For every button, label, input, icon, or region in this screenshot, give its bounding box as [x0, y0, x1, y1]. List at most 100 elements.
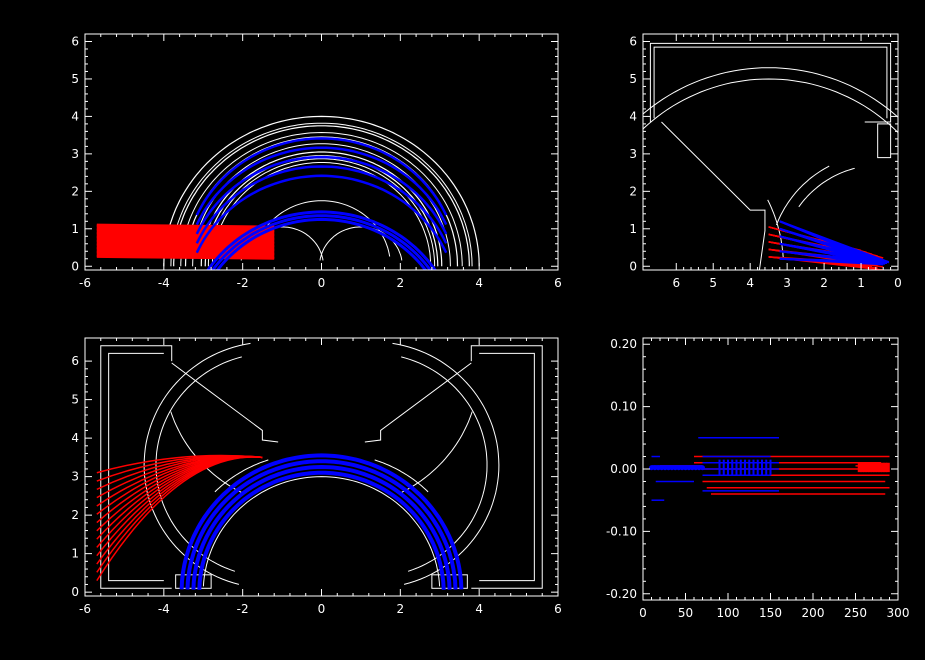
red-beam: [96, 238, 275, 243]
red-marker: [865, 462, 870, 473]
x-tick-label: 0: [318, 276, 326, 290]
x-tick-label: 300: [887, 606, 910, 620]
red-marker: [878, 462, 883, 473]
red-beam: [96, 454, 263, 474]
structure-wall: [364, 362, 472, 443]
y-tick-label: 5: [71, 72, 79, 86]
y-tick-label: 0.00: [610, 462, 637, 476]
red-marker: [862, 462, 867, 473]
y-tick-label: 0.10: [610, 400, 637, 414]
structure-arc: [143, 342, 251, 585]
blue-beam-arc: [195, 137, 448, 216]
panel-top-right: 6 5 4 3 2 1 0 0 1 2 3 4 5 6: [629, 33, 902, 290]
x-tick-label: 250: [844, 606, 867, 620]
structure-arc: [202, 476, 441, 587]
blue-marker: [700, 465, 705, 471]
x-tick-label: 150: [759, 606, 782, 620]
red-marker: [857, 462, 862, 473]
blue-beam-arc: [206, 210, 437, 270]
blue-beam: [779, 250, 889, 264]
structure-arc: [200, 151, 443, 267]
panel-bottom-left: -6 -4 -2 0 2 4 6 0 1 2 3 4 5 6: [71, 337, 562, 616]
y-tick-label: 0: [71, 585, 79, 599]
plot-frame: [642, 33, 899, 271]
structure-port: [877, 123, 892, 159]
structure-curve: [775, 165, 830, 226]
structure-curve: [374, 459, 429, 493]
x-tick-label: -4: [158, 602, 170, 616]
x-tick-label: -6: [79, 602, 91, 616]
y-tick-label: 5: [71, 393, 79, 407]
structure-arc: [401, 356, 488, 572]
x-tick-label: 0: [318, 602, 326, 616]
x-tick-label: 2: [397, 602, 405, 616]
structure-arc: [163, 115, 480, 267]
structure-frame-inner: [108, 352, 164, 582]
structure-arc: [180, 131, 463, 267]
structure-frame: [470, 345, 543, 589]
plot-area: [96, 342, 543, 590]
panel-top-left: -6 -4 -2 0 2 4 6 0 1 2 3 4 5 6: [71, 33, 562, 290]
x-tick-label: -4: [158, 276, 170, 290]
blue-beam-arc: [197, 470, 446, 590]
x-tick-label: 4: [475, 276, 483, 290]
blue-beam: [779, 242, 889, 264]
x-tick-label: 6: [672, 276, 680, 290]
x-tick-label: -6: [79, 276, 91, 290]
y-tick-label: 4: [71, 109, 79, 123]
y-tick-label: 3: [71, 470, 79, 484]
structure-arc: [643, 78, 898, 134]
red-marker: [880, 462, 885, 473]
blue-beam-arc: [210, 214, 433, 270]
structure-arc: [211, 162, 432, 267]
structure-box-inner: [653, 46, 888, 119]
red-marker: [860, 462, 865, 473]
red-beam: [96, 253, 275, 258]
blue-beam-arc: [185, 459, 458, 590]
blue-beam: [779, 257, 889, 264]
blue-beam-arc: [191, 464, 452, 590]
structure-curve: [214, 459, 269, 493]
blue-beam-arc: [215, 217, 428, 270]
structure-box: [649, 42, 892, 123]
blue-beam-arc: [195, 174, 448, 254]
red-marker: [873, 462, 878, 473]
x-tick-label: 200: [802, 606, 825, 620]
x-tick-label: 2: [820, 276, 828, 290]
plot-area: [643, 42, 898, 270]
structure-arc: [192, 143, 451, 267]
y-tick-label: -0.10: [606, 524, 637, 538]
y-tick-label: 3: [629, 147, 637, 161]
red-beam: [96, 227, 275, 232]
x-tick-label: 6: [554, 602, 562, 616]
blue-beam-arc: [179, 453, 464, 590]
structure-arc: [392, 342, 500, 585]
structure-arc: [173, 125, 470, 267]
y-tick-label: 6: [71, 34, 79, 48]
structure-arc: [170, 122, 473, 267]
y-tick-label: -0.20: [606, 587, 637, 601]
y-tick-label: 5: [629, 72, 637, 86]
red-marker: [883, 462, 888, 473]
structure-wall: [661, 121, 766, 270]
blue-beam-arc: [195, 165, 448, 244]
structure-frame-inner: [479, 352, 535, 582]
structure-wall: [171, 362, 279, 443]
structure-frame: [100, 345, 173, 589]
panel-bottom-right: 0 50 100 150 200 250 300 -0.20 -0.10 0.00 0.10 0.20: [606, 337, 910, 620]
plot-area: [649, 437, 890, 501]
y-tick-label: 2: [71, 508, 79, 522]
y-tick-label: 2: [629, 184, 637, 198]
red-marker: [867, 462, 872, 473]
x-tick-label: 0: [894, 276, 902, 290]
y-tick-label: 4: [71, 431, 79, 445]
structure-arc: [204, 155, 439, 267]
red-marker: [885, 462, 890, 473]
y-tick-label: 1: [71, 547, 79, 561]
y-tick-label: 1: [629, 222, 637, 236]
y-tick-label: 0: [71, 259, 79, 273]
x-tick-label: 50: [678, 606, 693, 620]
y-tick-label: 6: [629, 34, 637, 48]
x-tick-label: 6: [554, 276, 562, 290]
